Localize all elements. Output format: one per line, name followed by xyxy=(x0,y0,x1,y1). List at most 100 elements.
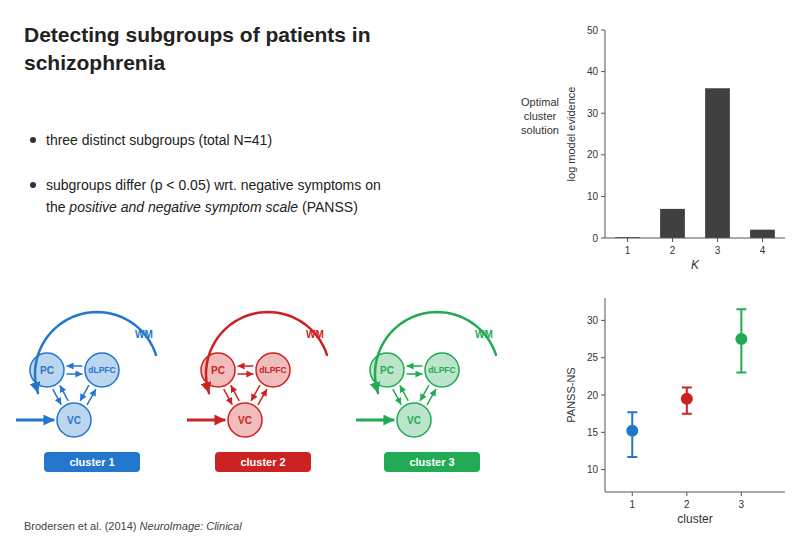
y-tick-label: 15 xyxy=(587,427,599,438)
connection xyxy=(427,389,436,405)
node-label: PC xyxy=(211,365,225,376)
y-tick-label: 50 xyxy=(587,25,599,36)
node-label: dLPFC xyxy=(259,365,286,375)
connection xyxy=(400,385,408,401)
x-axis-label: cluster xyxy=(677,512,712,526)
bars xyxy=(615,88,775,238)
node-label: PC xyxy=(40,365,54,376)
input-arrow xyxy=(356,419,394,422)
connection xyxy=(231,385,239,401)
x-axis-line xyxy=(605,238,785,239)
bullet-text-part: the xyxy=(46,199,69,215)
x-tick-label: 3 xyxy=(715,245,721,256)
points xyxy=(627,309,746,457)
x-axis: 1234K xyxy=(605,238,785,272)
y-axis-label: PANSS-NS xyxy=(565,367,577,422)
footnote-part: Brodersen et al. (2014) xyxy=(24,520,140,532)
bar xyxy=(750,230,775,238)
x-axis: 123cluster xyxy=(605,492,785,526)
connection xyxy=(407,373,423,375)
error-bar xyxy=(736,309,746,372)
node xyxy=(228,403,262,437)
wm-label: WM xyxy=(135,329,153,340)
y-tick-label: 0 xyxy=(592,233,598,244)
connection xyxy=(238,365,254,367)
connection xyxy=(60,385,68,401)
y-axis-label: log model evidence xyxy=(565,87,577,182)
wm-label: WM xyxy=(306,329,324,340)
cluster-badge xyxy=(384,452,480,472)
node xyxy=(85,353,119,387)
y-tick xyxy=(601,196,605,197)
connection xyxy=(53,389,61,405)
x-axis-label: K xyxy=(691,258,700,272)
connection xyxy=(87,389,96,405)
x-tick xyxy=(741,492,742,496)
x-tick-label: 1 xyxy=(629,499,635,510)
x-tick-label: 2 xyxy=(684,499,690,510)
bullet-text: the positive and negative symptom scale … xyxy=(46,199,358,215)
cluster-diagram: PCdLPFCVCWMcluster 3 xyxy=(356,312,496,472)
bullet-dot xyxy=(30,137,36,143)
y-tick-label: 10 xyxy=(587,191,599,202)
x-tick xyxy=(717,238,718,242)
x-tick xyxy=(762,238,763,242)
y-tick-label: 25 xyxy=(587,352,599,363)
title: Detecting subgroups of patients in xyxy=(24,23,371,46)
optimal-label-line: Optimal xyxy=(521,96,559,108)
connection xyxy=(67,365,83,367)
connection xyxy=(251,385,260,401)
connection xyxy=(238,373,254,375)
y-tick xyxy=(601,154,605,155)
connection xyxy=(393,389,401,405)
node-label: dLPFC xyxy=(428,365,455,375)
node-label: VC xyxy=(238,415,252,426)
y-tick-label: 20 xyxy=(587,390,599,401)
cluster-diagram: PC dLPFC VC WM cluster 1 xyxy=(16,312,156,472)
point xyxy=(682,394,692,404)
bullet-text: three distinct subgroups (total N=41) xyxy=(46,132,272,148)
optimal-label-line: solution xyxy=(521,124,559,136)
node xyxy=(370,353,404,387)
optimal-label: Optimal cluster solution xyxy=(521,96,559,136)
connection xyxy=(407,365,423,367)
point xyxy=(736,334,746,344)
x-tick-label: 1 xyxy=(625,245,631,256)
x-tick-label: 4 xyxy=(760,245,766,256)
y-tick-label: 30 xyxy=(587,315,599,326)
footnote-italic: NeuroImage: Clinical xyxy=(140,520,243,532)
point xyxy=(627,426,637,436)
page: 1 2 3 4 K 0 10 20 30 40 50 log model evidence Detect… xyxy=(0,0,810,540)
input-arrow xyxy=(16,419,54,422)
connection xyxy=(67,373,83,375)
connection xyxy=(224,389,232,405)
error-bar xyxy=(627,412,637,457)
y-tick-label: 40 xyxy=(587,66,599,77)
optimal-label-line: cluster xyxy=(524,110,557,122)
node xyxy=(425,353,459,387)
node xyxy=(397,403,431,437)
cluster-badge xyxy=(215,452,311,472)
y-tick-label: 30 xyxy=(587,108,599,119)
cluster-diagram: PC dLPFC VC WM cluster 2 xyxy=(187,312,327,472)
bullet-text-italic: positive and negative symptom scale xyxy=(68,199,298,215)
cluster-badge-label: cluster 2 xyxy=(240,456,285,468)
cluster-badge-label: cluster 1 xyxy=(69,456,114,468)
connection xyxy=(258,389,267,405)
cluster-badge-label: cluster 3 xyxy=(409,456,454,468)
x-tick xyxy=(632,492,633,496)
footnote: Brodersen et al. (2014) NeuroImage: Clin… xyxy=(24,520,242,532)
y-tick xyxy=(601,469,605,470)
connection xyxy=(80,385,89,401)
y-tick xyxy=(601,432,605,433)
x-tick xyxy=(686,492,687,496)
y-tick-label: 20 xyxy=(587,149,599,160)
node-label: VC xyxy=(67,415,81,426)
input-arrow xyxy=(187,419,225,422)
x-tick xyxy=(672,238,673,242)
node-label: dLPFC xyxy=(88,365,115,375)
node-label: PC xyxy=(380,365,394,376)
y-tick xyxy=(601,395,605,396)
y-tick xyxy=(601,113,605,114)
node xyxy=(256,353,290,387)
